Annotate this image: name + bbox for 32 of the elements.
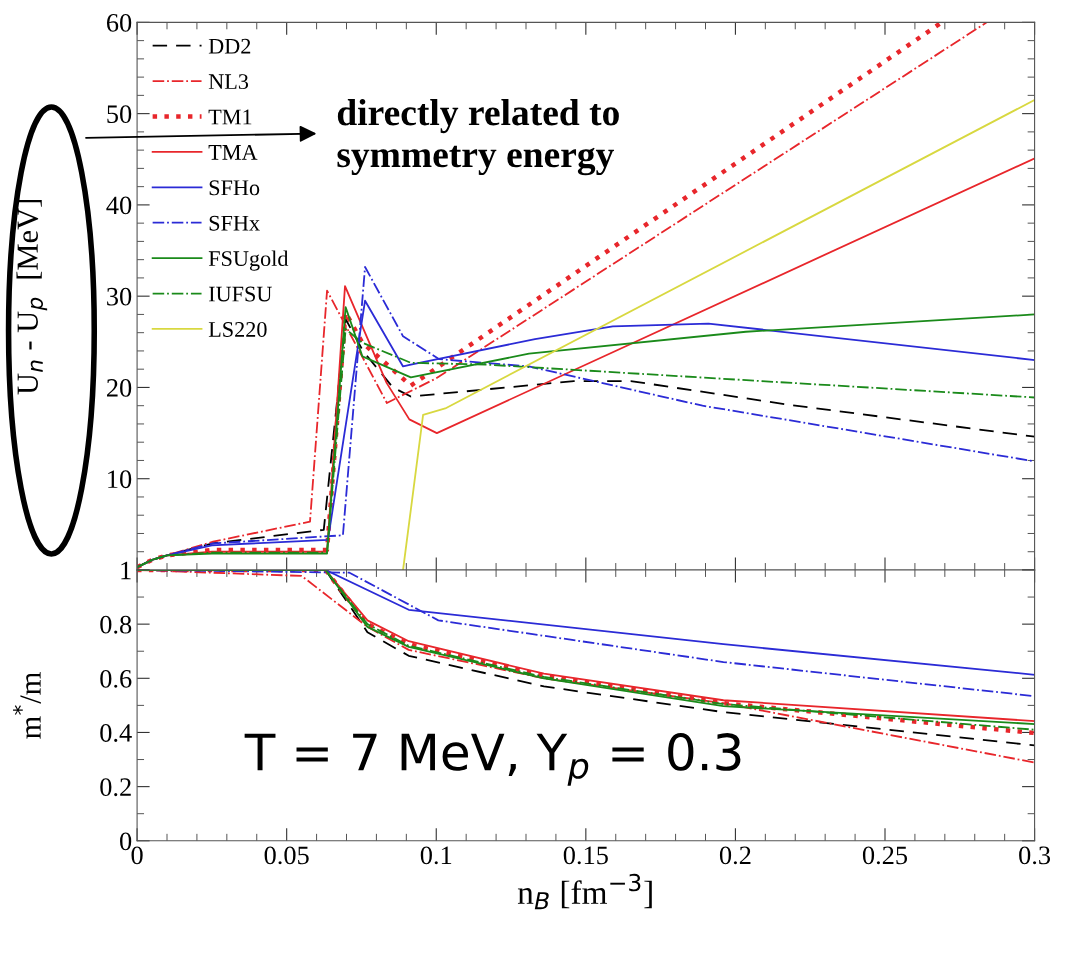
- x-tick-label: 0.25: [862, 846, 908, 865]
- x-tick-label: 0.15: [563, 846, 608, 865]
- legend-label: TMA: [208, 144, 258, 160]
- y-tick-label: 30: [107, 287, 132, 306]
- y-tick-label: 50: [107, 105, 132, 124]
- y-tick-label: 60: [106, 13, 132, 32]
- y-tick-label: 0.4: [100, 724, 132, 742]
- y-tick-label: 1: [121, 561, 131, 580]
- x-tick-label: 0.2: [719, 846, 751, 865]
- legend-label: TM1: [208, 109, 252, 125]
- legend-label: IUFSU: [209, 286, 272, 302]
- legend-label: LS220: [208, 321, 267, 337]
- annotation: directly related to symmetry energy: [337, 99, 619, 176]
- legend-label: SFHx: [209, 215, 260, 231]
- legend-label: NL3: [208, 74, 249, 90]
- legend-label: SFHo: [209, 180, 260, 196]
- x-tick-label: 0.05: [264, 846, 309, 865]
- y-axis-title: U$_{n}$ - U$_{p}$ [MeV]: [16, 199, 48, 395]
- x-axis-title: n$_{B}$ [fm$^{−3}$]: [517, 873, 652, 910]
- y-tick-label: 40: [106, 196, 132, 215]
- y-tick-label: 10: [108, 470, 132, 489]
- x-tick-label: 0.3: [1019, 846, 1051, 865]
- y-tick-label: 0.6: [100, 669, 132, 688]
- y-tick-label: 0.8: [100, 615, 132, 634]
- y-tick-label: 0: [120, 832, 132, 851]
- annotation: T = 7 MeV, Y$_{p}$ = 0.3: [244, 733, 741, 786]
- x-tick-label: 0.1: [420, 846, 452, 865]
- legend-label: DD2: [208, 38, 251, 54]
- legend-label: FSUgold: [208, 250, 289, 271]
- y-axis-title: m$^{*}$/m: [13, 672, 41, 739]
- y-tick-label: 0.2: [100, 778, 131, 797]
- y-tick-label: 20: [107, 379, 132, 397]
